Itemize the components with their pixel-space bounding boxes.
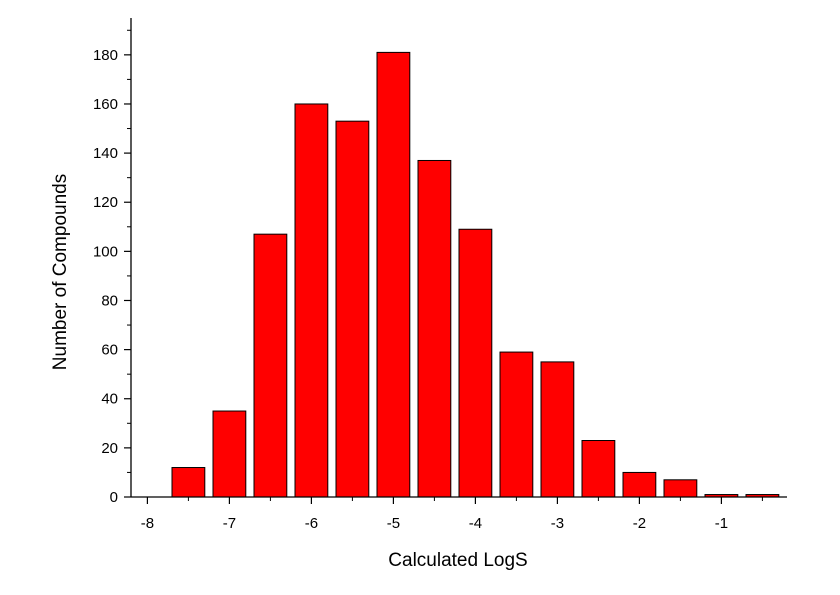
x-tick-label: -5 (387, 515, 400, 532)
x-tick-label: -7 (223, 515, 236, 532)
histogram-bar (294, 103, 329, 498)
bar-group (171, 51, 780, 498)
y-tick-label: 80 (101, 292, 118, 309)
x-ticks: -8 -7 -6 -5 -4 -3 -2 -1 (141, 497, 763, 532)
x-tick-label: -4 (469, 515, 482, 532)
histogram-bar (171, 467, 206, 498)
x-tick-label: -2 (633, 515, 646, 532)
y-tick-label: 160 (93, 96, 118, 113)
y-tick-label: 100 (93, 243, 118, 260)
x-tick-label: -8 (141, 515, 154, 532)
x-tick-label: -6 (305, 515, 318, 532)
histogram-bar (622, 471, 657, 498)
y-ticks: 0 20 40 60 80 100 120 140 160 180 (93, 29, 131, 506)
histogram-bar (581, 440, 616, 498)
y-tick-label: 180 (93, 47, 118, 64)
x-tick-label: -1 (715, 515, 728, 532)
y-tick-label: 20 (101, 440, 118, 457)
histogram-bar (417, 159, 452, 498)
y-tick-label: 120 (93, 194, 118, 211)
histogram-bar (663, 479, 698, 498)
y-axis-title: Number of Compounds (50, 174, 71, 370)
y-tick-label: 0 (110, 489, 118, 506)
y-tick-label: 140 (93, 145, 118, 162)
histogram-bar (458, 228, 493, 498)
y-tick-label: 60 (101, 342, 118, 359)
histogram-bar (212, 410, 247, 498)
histogram-bar (499, 351, 534, 498)
histogram-bar (540, 361, 575, 498)
histogram-bar (335, 120, 370, 498)
histogram-bar (253, 233, 288, 498)
axes (130, 18, 787, 498)
x-axis-title: Calculated LogS (388, 550, 527, 571)
histogram-bar (376, 51, 411, 498)
x-tick-label: -3 (551, 515, 564, 532)
y-tick-label: 40 (101, 391, 118, 408)
